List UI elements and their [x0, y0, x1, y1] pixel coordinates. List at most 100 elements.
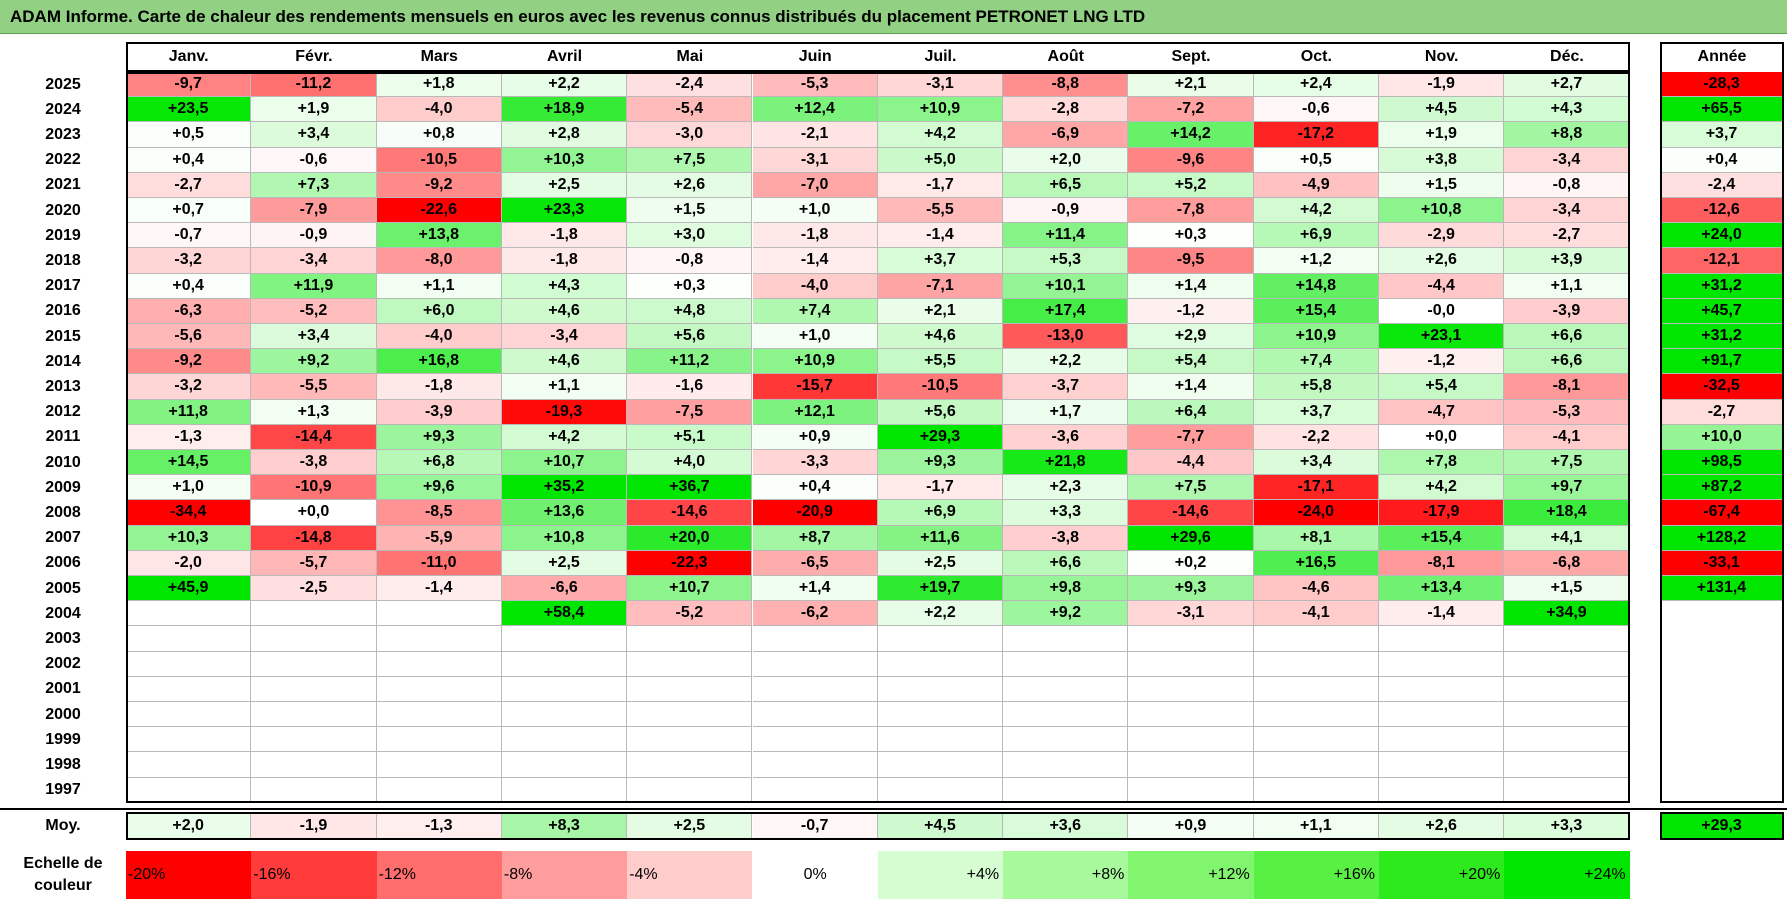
- average-separator: [0, 808, 1787, 810]
- heatmap-cell: -9,2: [126, 349, 252, 375]
- heatmap-cell: +0,3: [627, 273, 753, 299]
- heatmap-cell: [251, 626, 377, 652]
- heatmap-cell: +4,2: [1253, 198, 1379, 224]
- heatmap-cell: -4,7: [1379, 399, 1505, 425]
- heatmap-cell: +2,1: [877, 298, 1004, 324]
- heatmap-cell: -2,7: [1504, 223, 1630, 249]
- heatmap-cell: [1253, 727, 1379, 753]
- heatmap-cell: +5,2: [1128, 172, 1254, 198]
- heatmap-cell: +10,3: [126, 525, 252, 551]
- heatmap-cell: +8,8: [1504, 122, 1630, 148]
- heatmap-cell: +4,6: [501, 298, 628, 324]
- heatmap-cell: -9,2: [376, 172, 502, 198]
- heatmap-cell: -1,6: [627, 374, 753, 400]
- heatmap-cell: -34,4: [126, 500, 252, 526]
- heatmap-cell: +13,8: [376, 223, 502, 249]
- year-label: 2003: [0, 626, 126, 652]
- heatmap-cell: +2,1: [1128, 72, 1254, 98]
- heatmap-cell: +1,9: [1379, 122, 1505, 148]
- heatmap-cell: -1,7: [877, 172, 1004, 198]
- heatmap-cell: +5,0: [877, 147, 1004, 173]
- heatmap-cell: +4,1: [1504, 525, 1630, 551]
- heatmap-cell: [627, 626, 753, 652]
- average-cell: +0,9: [1128, 812, 1254, 840]
- heatmap-cell: -0,0: [1379, 298, 1505, 324]
- annual-cell: -28,3: [1660, 72, 1784, 98]
- heatmap-cell: [1128, 626, 1254, 652]
- heatmap-cell: [126, 777, 252, 803]
- heatmap-cell: +7,5: [1128, 475, 1254, 501]
- heatmap-cell: [126, 601, 252, 627]
- heatmap-cell: -8,1: [1504, 374, 1630, 400]
- heatmap-cell: +13,6: [501, 500, 628, 526]
- average-cell: +2,6: [1379, 812, 1505, 840]
- average-cell: +1,1: [1253, 812, 1379, 840]
- heatmap-cell: -5,2: [251, 298, 377, 324]
- heatmap-cell: +3,7: [877, 248, 1004, 274]
- heatmap-cell: [251, 702, 377, 728]
- heatmap-cell: +3,4: [1253, 450, 1379, 476]
- year-label: 2011: [0, 424, 126, 450]
- heatmap-cell: -24,0: [1253, 500, 1379, 526]
- heatmap-cell: [752, 626, 878, 652]
- heatmap-cell: [1253, 702, 1379, 728]
- heatmap-cell: -8,0: [376, 248, 502, 274]
- heatmap-cell: -2,1: [752, 122, 878, 148]
- heatmap-cell: +3,4: [251, 324, 377, 350]
- heatmap-cell: -0,9: [251, 223, 377, 249]
- heatmap-cell: +0,9: [752, 424, 878, 450]
- heatmap-cell: -11,2: [251, 72, 377, 98]
- heatmap-cell: -1,4: [376, 576, 502, 602]
- heatmap-cell: [1003, 727, 1129, 753]
- year-label: 2013: [0, 374, 126, 400]
- heatmap-cell: [752, 702, 878, 728]
- heatmap-cell: -3,1: [877, 72, 1004, 98]
- heatmap-cell: +9,3: [376, 424, 502, 450]
- heatmap-cell: [1128, 777, 1254, 803]
- heatmap-cell: +10,8: [501, 525, 628, 551]
- heatmap-cell: [1504, 676, 1630, 702]
- year-label: 2021: [0, 172, 126, 198]
- color-scale-step: +4%: [877, 851, 1004, 899]
- heatmap-cell: -7,7: [1128, 424, 1254, 450]
- heatmap-cell: +4,2: [501, 424, 628, 450]
- heatmap-cell: +10,8: [1379, 198, 1505, 224]
- heatmap-cell: -10,9: [251, 475, 377, 501]
- heatmap-cell: +5,3: [1003, 248, 1129, 274]
- heatmap-cell: [1253, 777, 1379, 803]
- heatmap-cell: [1128, 752, 1254, 778]
- heatmap-cell: +4,6: [877, 324, 1004, 350]
- heatmap-cell: +0,2: [1128, 550, 1254, 576]
- heatmap-cell: +11,2: [627, 349, 753, 375]
- heatmap-cell: +5,1: [627, 424, 753, 450]
- heatmap-cell: -3,3: [752, 450, 878, 476]
- heatmap-cell: [251, 676, 377, 702]
- heatmap-cell: [1003, 752, 1129, 778]
- heatmap-cell: [1003, 777, 1129, 803]
- heatmap-cell: +6,6: [1504, 349, 1630, 375]
- heatmap-cell: +10,9: [1253, 324, 1379, 350]
- month-header: Mars: [376, 42, 502, 72]
- heatmap-cell: +11,4: [1003, 223, 1129, 249]
- heatmap-cell: -14,8: [251, 525, 377, 551]
- heatmap-cell: -5,7: [251, 550, 377, 576]
- month-header: Janv.: [126, 42, 252, 72]
- heatmap-cell: -2,2: [1253, 424, 1379, 450]
- heatmap-cell: +7,4: [1253, 349, 1379, 375]
- heatmap-cell: -6,5: [752, 550, 878, 576]
- heatmap-cell: -14,6: [1128, 500, 1254, 526]
- average-label: Moy.: [0, 812, 126, 840]
- year-label: 2022: [0, 147, 126, 173]
- average-cell: -1,3: [376, 812, 502, 840]
- annual-cell: +0,4: [1660, 147, 1784, 173]
- heatmap-cell: -6,9: [1003, 122, 1129, 148]
- heatmap-cell: +14,8: [1253, 273, 1379, 299]
- heatmap-cell: +1,5: [627, 198, 753, 224]
- heatmap-cell: [877, 702, 1004, 728]
- heatmap-cell: -3,2: [126, 374, 252, 400]
- heatmap-cell: -1,9: [1379, 72, 1505, 98]
- heatmap-cell: -17,1: [1253, 475, 1379, 501]
- heatmap-cell: -1,4: [752, 248, 878, 274]
- heatmap-cell: -6,8: [1504, 550, 1630, 576]
